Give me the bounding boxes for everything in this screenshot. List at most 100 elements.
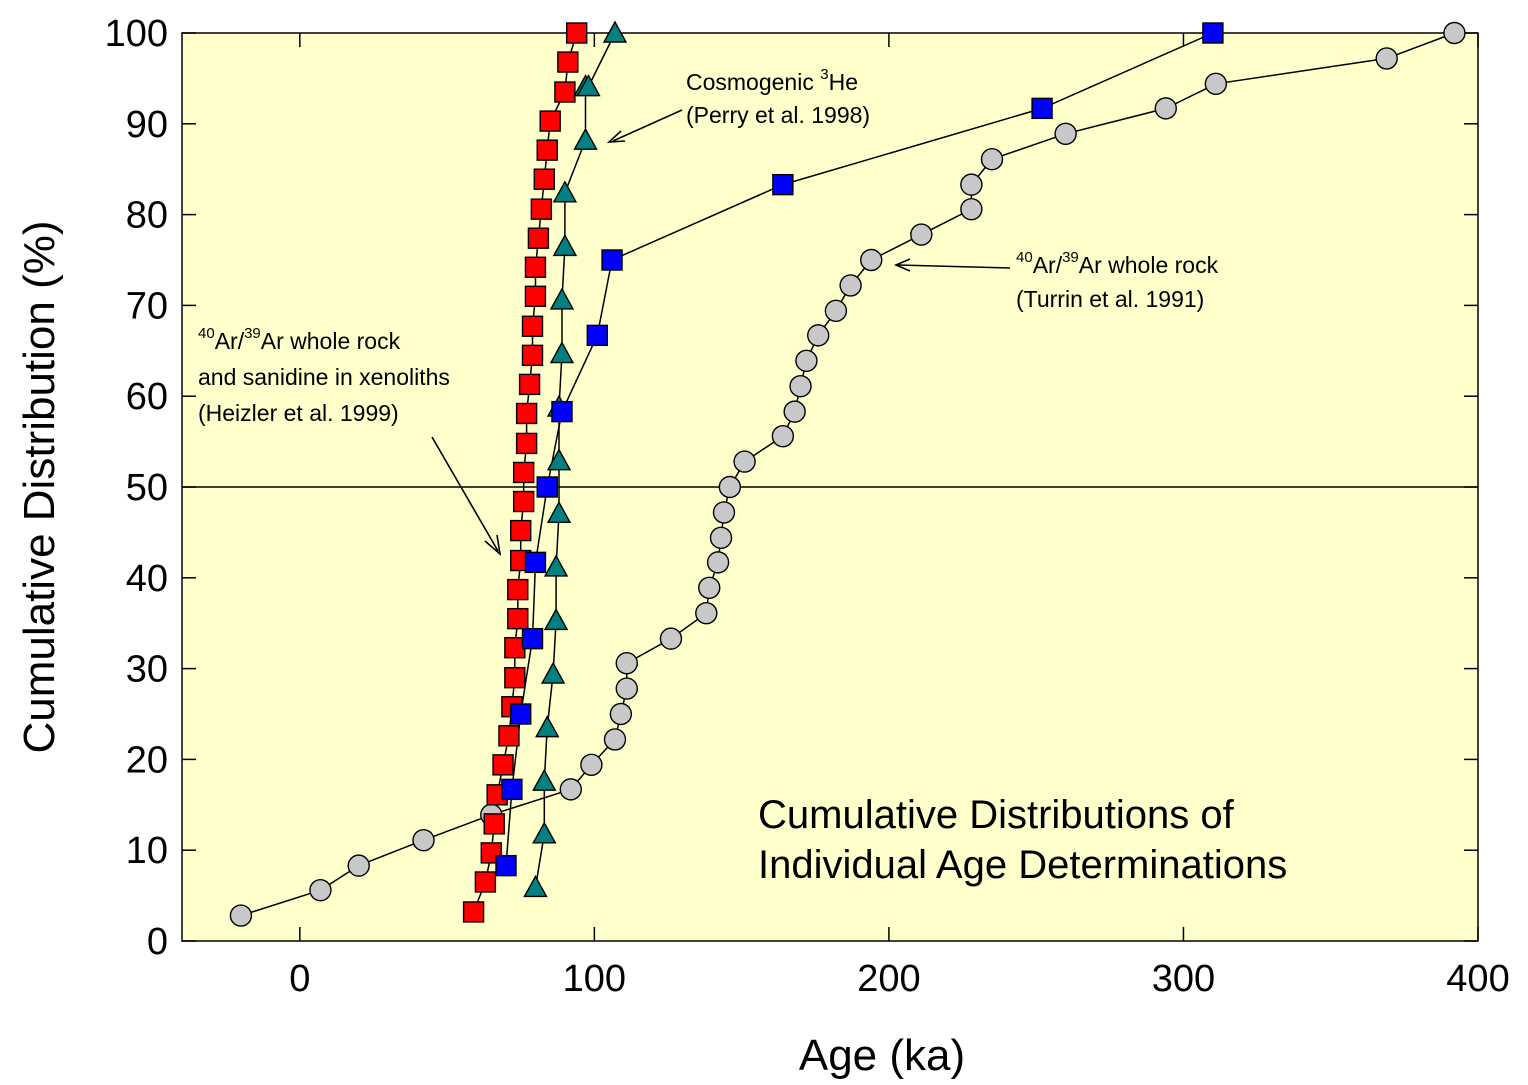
- red-square-point: [512, 461, 535, 484]
- red-square-point: [498, 725, 520, 747]
- circle-point: [789, 375, 812, 398]
- turrin-arrow: [897, 264, 1011, 269]
- red-square-point: [533, 168, 555, 190]
- y-tick-label: 70: [126, 285, 168, 327]
- triangle-point: [540, 661, 566, 684]
- circle-point: [795, 349, 818, 372]
- circle-point: [733, 450, 756, 473]
- blue-square-point: [536, 476, 558, 498]
- heizler-sup2: 39: [244, 325, 261, 342]
- heizler-arrow: [431, 436, 499, 552]
- circle-point: [580, 753, 603, 777]
- axis-ticks: [182, 32, 1479, 942]
- red-square-point: [515, 432, 538, 455]
- heizler-label-line3: (Heizler et al. 1999): [198, 400, 399, 426]
- red-square-point: [512, 490, 535, 513]
- x-axis-title: Age (ka): [799, 1031, 965, 1080]
- circle-point: [718, 475, 742, 499]
- helium-label-pre: Cosmogenic: [686, 69, 820, 95]
- triangle-point: [552, 180, 578, 203]
- x-tick-label: 100: [563, 958, 626, 1000]
- red-square-point: [504, 666, 526, 689]
- triangle-point: [543, 608, 569, 631]
- triangle-point: [549, 341, 575, 364]
- chart-caption-line2: Individual Age Determinations: [758, 843, 1287, 887]
- triangle-point: [523, 874, 548, 898]
- x-tick-label: 0: [289, 958, 310, 1000]
- red-square-point: [554, 81, 576, 103]
- blue-square-point: [521, 627, 544, 650]
- turrin-sup1: 40: [1016, 249, 1033, 266]
- red-square-point: [527, 227, 550, 249]
- helium-arrowhead: [606, 130, 626, 143]
- triangle-point: [602, 20, 628, 43]
- turrin-label-line2: (Turrin et al. 1991): [1016, 286, 1204, 312]
- y-tick-label: 40: [126, 558, 168, 600]
- y-tick-label: 80: [126, 195, 168, 237]
- y-tick-label: 60: [126, 376, 168, 418]
- chart-caption-line1: Cumulative Distributions of: [758, 793, 1235, 837]
- blue-square-point: [510, 703, 532, 725]
- circle-point: [698, 576, 721, 599]
- helium-label-line1: Cosmogenic 3He: [686, 66, 858, 95]
- circle-point: [824, 299, 848, 323]
- circle-point: [771, 424, 795, 448]
- circle-point: [695, 602, 718, 625]
- red-square-point: [462, 901, 485, 923]
- circle-point: [980, 148, 1004, 171]
- circle-point: [347, 854, 370, 877]
- red-square-point: [521, 315, 544, 337]
- circle-point: [783, 400, 806, 423]
- circle-point: [1375, 47, 1398, 70]
- red-square-point: [530, 198, 553, 220]
- circle-point: [603, 728, 627, 751]
- circle-point: [309, 878, 332, 902]
- circle-point: [1054, 122, 1077, 145]
- y-tick-label: 100: [105, 13, 168, 55]
- circle-point: [1443, 21, 1466, 45]
- circle-point: [706, 551, 730, 574]
- circle-point: [960, 197, 983, 221]
- red-square-point: [483, 813, 505, 835]
- y-tick-label: 30: [126, 649, 168, 691]
- helium-arrow: [612, 109, 683, 142]
- circle-point: [1204, 72, 1228, 96]
- circle-point: [412, 829, 435, 852]
- circle-point: [712, 501, 736, 524]
- circle-point: [229, 904, 253, 927]
- red-square-point: [557, 51, 579, 73]
- turrin-post: Ar whole rock: [1079, 252, 1219, 278]
- heizler-mid: Ar/: [215, 328, 245, 354]
- circle-point: [559, 778, 582, 801]
- triangle-point: [546, 500, 572, 524]
- triangle-point: [549, 287, 575, 310]
- triangle-point: [576, 74, 601, 97]
- red-square-point: [565, 22, 588, 44]
- circle-point: [860, 248, 883, 272]
- triangle-point: [573, 127, 598, 150]
- triangle-point: [532, 821, 557, 844]
- triangle-point: [552, 233, 578, 257]
- circle-point: [1154, 97, 1177, 120]
- circle-point: [615, 651, 638, 675]
- red-square-point: [510, 519, 532, 542]
- circle-point: [910, 223, 933, 246]
- triangle-point: [543, 554, 569, 577]
- helium-label-sup: 3: [820, 66, 828, 83]
- y-axis-title: Cumulative Distribution (%): [15, 220, 64, 753]
- series-markers: [229, 20, 1466, 927]
- red-square-point: [507, 578, 529, 601]
- x-tick-label: 200: [857, 958, 920, 1000]
- heizler-label-line1: 40Ar/39Ar whole rock: [198, 325, 401, 354]
- blue-square-point: [772, 173, 794, 196]
- red-square-point: [524, 285, 547, 308]
- heizler-post: Ar whole rock: [261, 328, 401, 354]
- axis-tick-labels: 0 10 20 30 40 50 60 70 80 90 100 0 100 200 300 400: [105, 13, 1510, 1000]
- red-square-point: [539, 110, 561, 132]
- y-tick-label: 90: [126, 104, 168, 146]
- y-tick-label: 50: [126, 467, 168, 509]
- y-tick-label: 20: [126, 739, 168, 781]
- y-tick-label: 10: [126, 830, 168, 872]
- red-square-point: [492, 754, 514, 776]
